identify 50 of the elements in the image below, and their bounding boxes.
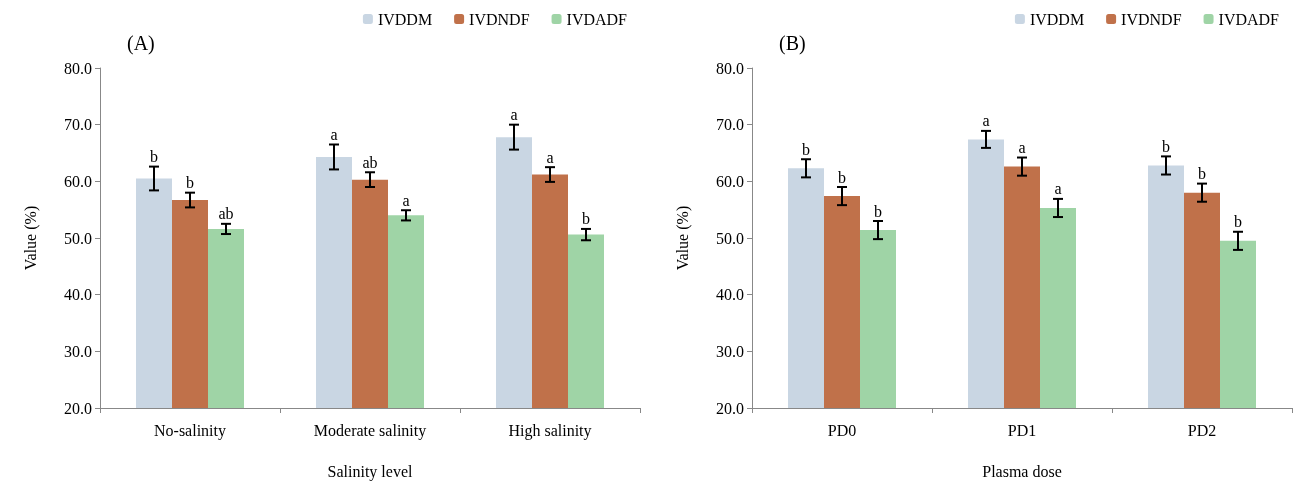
- y-axis-title: Value (%): [673, 205, 692, 271]
- data-label: a: [402, 191, 410, 209]
- legend-label: IVDNDF: [1121, 10, 1182, 28]
- y-tick-label: 50.0: [716, 229, 744, 247]
- data-label: b: [874, 202, 882, 220]
- y-tick-label: 50.0: [64, 229, 92, 247]
- y-tick-label: 80.0: [716, 59, 744, 77]
- data-label: b: [150, 148, 158, 166]
- legend-label: IVDADF: [1218, 10, 1280, 28]
- data-label: b: [1198, 165, 1206, 183]
- x-tick-label: PD2: [1187, 421, 1217, 439]
- data-label: b: [1234, 213, 1242, 231]
- data-label: b: [802, 140, 810, 158]
- data-label: a: [982, 112, 990, 130]
- data-label: a: [1018, 139, 1026, 157]
- y-tick-label: 30.0: [64, 342, 92, 360]
- y-tick-label: 30.0: [716, 342, 744, 360]
- y-tick-label: 40.0: [716, 286, 744, 304]
- x-tick-label: PD1: [1007, 421, 1037, 439]
- data-label: a: [330, 126, 338, 143]
- y-tick-label: 70.0: [64, 116, 92, 134]
- data-label: b: [186, 174, 194, 192]
- chart-title: (B): [779, 32, 806, 55]
- data-label: b: [838, 168, 846, 186]
- legend-label: IVDADF: [566, 10, 628, 28]
- chart-title: (A): [127, 32, 155, 55]
- legend-label: IVDDM: [1029, 10, 1085, 28]
- y-tick-label: 80.0: [64, 59, 92, 77]
- y-axis-title: Value (%): [21, 205, 40, 271]
- data-label: a: [510, 106, 518, 124]
- x-tick-label: Moderate salinity: [313, 421, 427, 440]
- y-tick-label: 40.0: [64, 286, 92, 304]
- data-label: ab: [362, 153, 378, 171]
- y-tick-label: 20.0: [64, 399, 92, 417]
- x-axis-title: Plasma dose: [982, 462, 1062, 480]
- data-label: ab: [218, 205, 234, 223]
- x-tick-label: No-salinity: [154, 421, 226, 440]
- x-tick-label: PD0: [827, 421, 857, 439]
- legend-label: IVDNDF: [469, 10, 530, 28]
- y-tick-label: 60.0: [64, 172, 92, 190]
- data-label: b: [1162, 137, 1170, 155]
- y-tick-label: 70.0: [716, 116, 744, 134]
- data-label: a: [1054, 180, 1062, 198]
- x-axis-title: Salinity level: [327, 462, 413, 481]
- y-tick-label: 20.0: [716, 399, 744, 417]
- data-label: b: [582, 210, 590, 228]
- y-tick-label: 60.0: [716, 172, 744, 190]
- legend-label: IVDDM: [377, 10, 433, 28]
- x-tick-label: High salinity: [508, 421, 592, 440]
- data-label: a: [546, 148, 554, 166]
